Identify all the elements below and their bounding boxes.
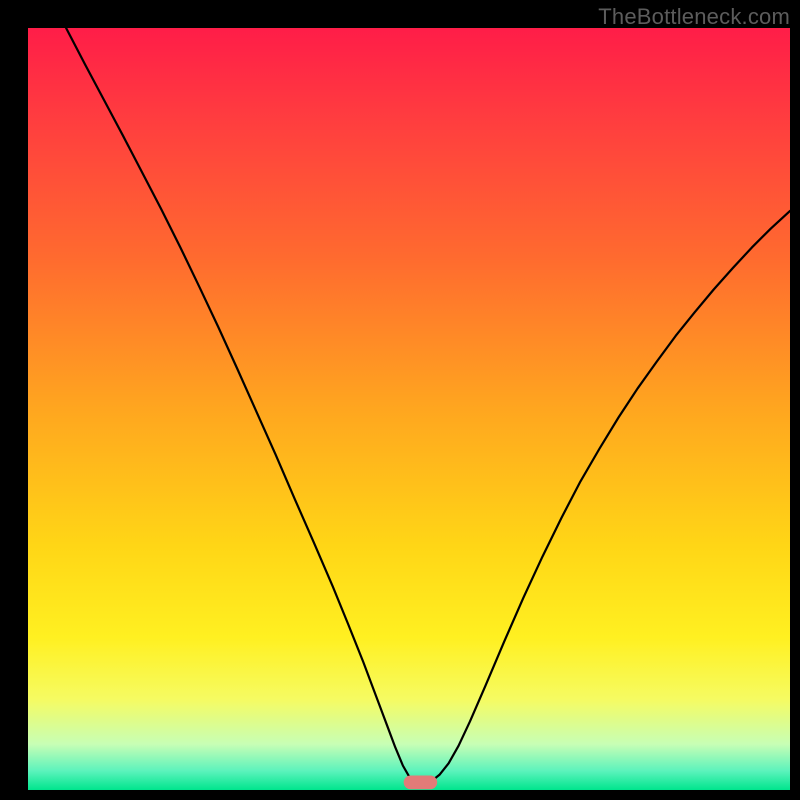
bottleneck-curve-chart: [0, 0, 800, 800]
curve-minimum-marker: [404, 776, 438, 790]
chart-container: TheBottleneck.com: [0, 0, 800, 800]
plot-background: [28, 28, 790, 790]
